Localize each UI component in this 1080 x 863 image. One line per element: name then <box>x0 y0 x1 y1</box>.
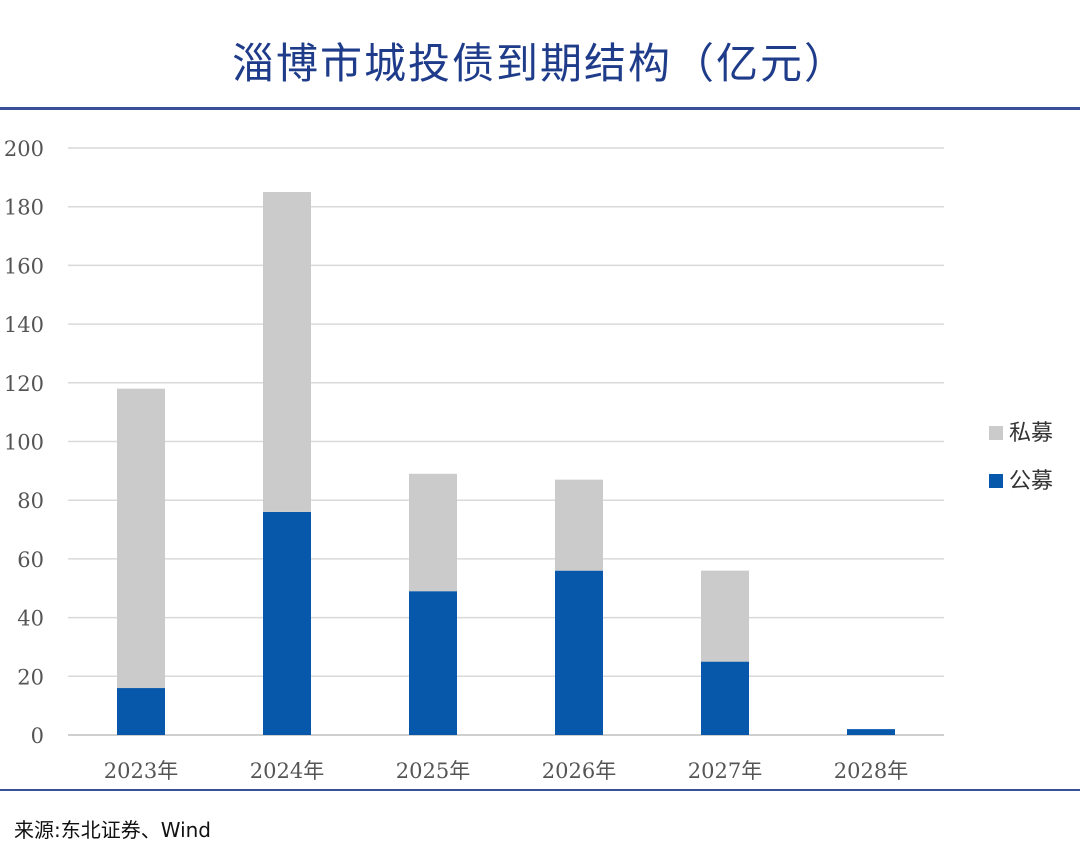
y-tick-label-120: 120 <box>4 372 44 396</box>
bar-private-4 <box>701 570 749 662</box>
bar-private-2 <box>409 473 457 592</box>
y-tick-label-160: 160 <box>4 254 44 278</box>
y-tick-label-100: 100 <box>4 431 44 455</box>
bar-private-3 <box>555 479 603 571</box>
bar-public-1 <box>263 511 311 735</box>
footer-divider <box>0 789 1080 791</box>
y-tick-label-180: 180 <box>4 196 44 220</box>
y-tick-label-0: 0 <box>31 724 44 748</box>
x-tick-label-5: 2028年 <box>834 759 908 783</box>
x-tick-label-1: 2024年 <box>250 759 324 783</box>
legend-swatch-1 <box>989 474 1003 488</box>
x-tick-label-2: 2025年 <box>396 759 470 783</box>
y-tick-label-80: 80 <box>17 489 44 513</box>
x-tick-label-3: 2026年 <box>542 759 616 783</box>
source-note: 来源:东北证券、Wind <box>14 818 212 842</box>
bar-public-0 <box>117 688 165 735</box>
y-tick-label-20: 20 <box>17 665 44 689</box>
legend-label-0: 私募 <box>1009 421 1053 446</box>
x-tick-label-4: 2027年 <box>688 759 762 783</box>
chart-title: 淄博市城投债到期结构（亿元） <box>231 39 848 88</box>
legend-label-1: 公募 <box>1009 469 1053 494</box>
x-tick-label-0: 2023年 <box>104 759 178 783</box>
bar-public-5 <box>847 729 895 735</box>
y-tick-label-140: 140 <box>4 313 44 337</box>
legend-swatch-0 <box>989 426 1003 440</box>
bar-public-3 <box>555 570 603 735</box>
y-tick-label-60: 60 <box>17 548 44 572</box>
bar-private-0 <box>117 388 165 689</box>
y-tick-label-40: 40 <box>17 607 44 631</box>
y-tick-label-200: 200 <box>4 137 44 161</box>
bar-public-4 <box>701 661 749 735</box>
bar-private-1 <box>263 192 311 512</box>
bar-public-2 <box>409 591 457 735</box>
title-divider <box>0 107 1080 110</box>
